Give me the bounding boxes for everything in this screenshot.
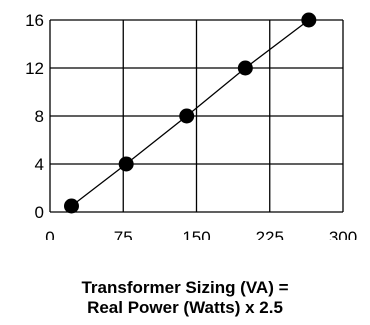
y-tick-label: 12 [25,59,44,78]
x-tick-label: 300 [329,228,357,240]
caption-line-2: Real Power (Watts) x 2.5 [87,298,283,317]
x-tick-label: 75 [114,228,133,240]
y-tick-label: 16 [25,11,44,30]
grid [49,19,344,213]
x-tick-label: 225 [256,228,284,240]
y-tick-label: 4 [35,155,44,174]
y-tick-label: 0 [35,203,44,222]
x-tick-label: 0 [45,228,54,240]
data-point [179,108,195,124]
y-tick-labels: 0 4 8 12 16 [25,11,44,222]
data-point [301,12,317,28]
caption-line-1: Transformer Sizing (VA) = [81,278,289,297]
data-point [237,60,253,76]
data-point [118,156,134,172]
x-tick-label: 150 [182,228,210,240]
series [63,12,317,214]
y-tick-label: 8 [35,107,44,126]
x-tick-labels: 0 75 150 225 300 [45,228,357,240]
data-point [63,198,79,214]
chart: 0 4 8 12 16 0 75 150 225 300 [25,11,357,240]
